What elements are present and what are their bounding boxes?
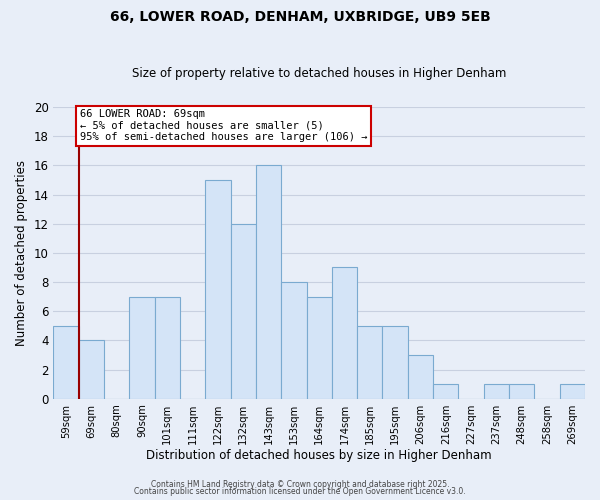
Bar: [408, 355, 433, 399]
Bar: [281, 282, 307, 399]
Bar: [332, 268, 357, 398]
Bar: [256, 166, 281, 398]
Bar: [155, 296, 180, 398]
Bar: [130, 296, 155, 398]
Bar: [560, 384, 585, 398]
Bar: [509, 384, 535, 398]
Bar: [230, 224, 256, 398]
Bar: [433, 384, 458, 398]
Y-axis label: Number of detached properties: Number of detached properties: [15, 160, 28, 346]
Bar: [484, 384, 509, 398]
Bar: [382, 326, 408, 398]
Bar: [79, 340, 104, 398]
Text: Contains public sector information licensed under the Open Government Licence v3: Contains public sector information licen…: [134, 487, 466, 496]
Bar: [53, 326, 79, 398]
Bar: [307, 296, 332, 398]
Bar: [205, 180, 230, 398]
Text: Contains HM Land Registry data © Crown copyright and database right 2025.: Contains HM Land Registry data © Crown c…: [151, 480, 449, 489]
Text: 66, LOWER ROAD, DENHAM, UXBRIDGE, UB9 5EB: 66, LOWER ROAD, DENHAM, UXBRIDGE, UB9 5E…: [110, 10, 490, 24]
Title: Size of property relative to detached houses in Higher Denham: Size of property relative to detached ho…: [132, 66, 506, 80]
X-axis label: Distribution of detached houses by size in Higher Denham: Distribution of detached houses by size …: [146, 450, 492, 462]
Text: 66 LOWER ROAD: 69sqm
← 5% of detached houses are smaller (5)
95% of semi-detache: 66 LOWER ROAD: 69sqm ← 5% of detached ho…: [80, 109, 367, 142]
Bar: [357, 326, 382, 398]
